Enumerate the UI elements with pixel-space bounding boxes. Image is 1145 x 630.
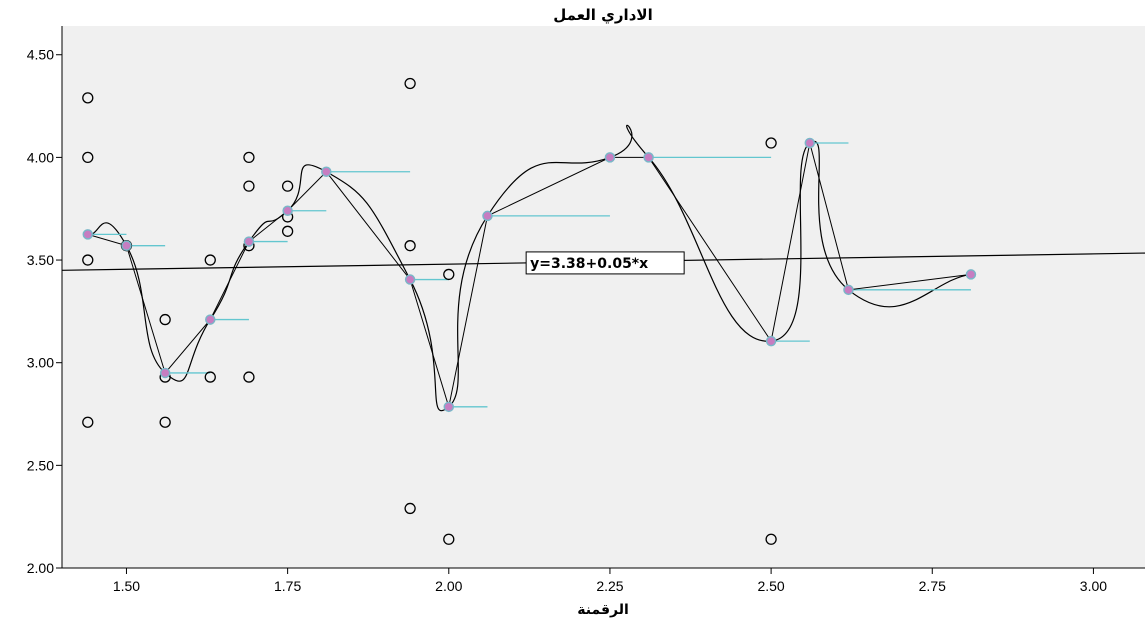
x-axis-label: الرقمنة (577, 602, 629, 618)
chart-title: الاداري العمل (553, 6, 652, 25)
x-tick-label: 1.75 (274, 578, 301, 594)
y-tick-label: 3.00 (27, 355, 54, 371)
interpolation-curve (87, 124, 972, 412)
y-tick-label: 3.50 (27, 252, 54, 268)
scatter-point (159, 313, 171, 326)
mean-point (604, 152, 616, 163)
mean-point (121, 240, 132, 251)
mean-point (404, 274, 416, 285)
scatter-point (159, 416, 171, 428)
mean-point (243, 236, 255, 247)
mean-point (282, 205, 293, 217)
mean-point (205, 314, 216, 325)
x-tick-label: 1.50 (113, 578, 140, 594)
x-tick-label: 2.75 (919, 578, 946, 594)
scatter-point (204, 254, 216, 266)
scatter-point (765, 533, 777, 545)
y-tick-label: 2.00 (27, 560, 54, 576)
scatter-point (82, 254, 94, 266)
scatter-point (82, 416, 94, 428)
mean-point (159, 367, 171, 379)
scatter-point (82, 151, 94, 164)
scatter-point (404, 77, 416, 90)
scatter-point (243, 180, 255, 192)
scatter-point (281, 225, 294, 237)
scatter-point (82, 92, 94, 104)
scatter-point (204, 371, 216, 383)
y-tick-label: 4.50 (27, 47, 54, 63)
mean-point (765, 335, 777, 347)
mean-point (804, 137, 816, 149)
mean-polyline (87, 142, 972, 407)
scatter-point (243, 371, 255, 383)
equation-label: y=3.38+0.05*x (530, 256, 648, 272)
scatter-point (765, 137, 777, 149)
scatter-point (404, 240, 416, 252)
scatter-point (281, 180, 294, 192)
x-tick-label: 2.25 (596, 578, 623, 594)
mean-point (643, 152, 654, 163)
x-tick-label: 3.00 (1080, 578, 1107, 594)
x-tick-label: 2.00 (435, 578, 462, 594)
scatter-point (443, 533, 455, 545)
scatter-point (443, 268, 455, 281)
plot-area (62, 26, 1145, 568)
y-tick-label: 4.00 (27, 149, 54, 165)
mean-point (482, 210, 493, 222)
mean-point (843, 284, 854, 296)
equation-box (525, 251, 685, 275)
scatter-point (243, 151, 255, 164)
mean-point (82, 229, 94, 240)
mean-point (443, 401, 455, 413)
x-tick-label: 2.50 (757, 578, 784, 594)
y-tick-label: 2.50 (27, 457, 54, 473)
mean-point (965, 269, 977, 280)
mean-point (321, 166, 332, 178)
scatter-point (404, 502, 416, 515)
